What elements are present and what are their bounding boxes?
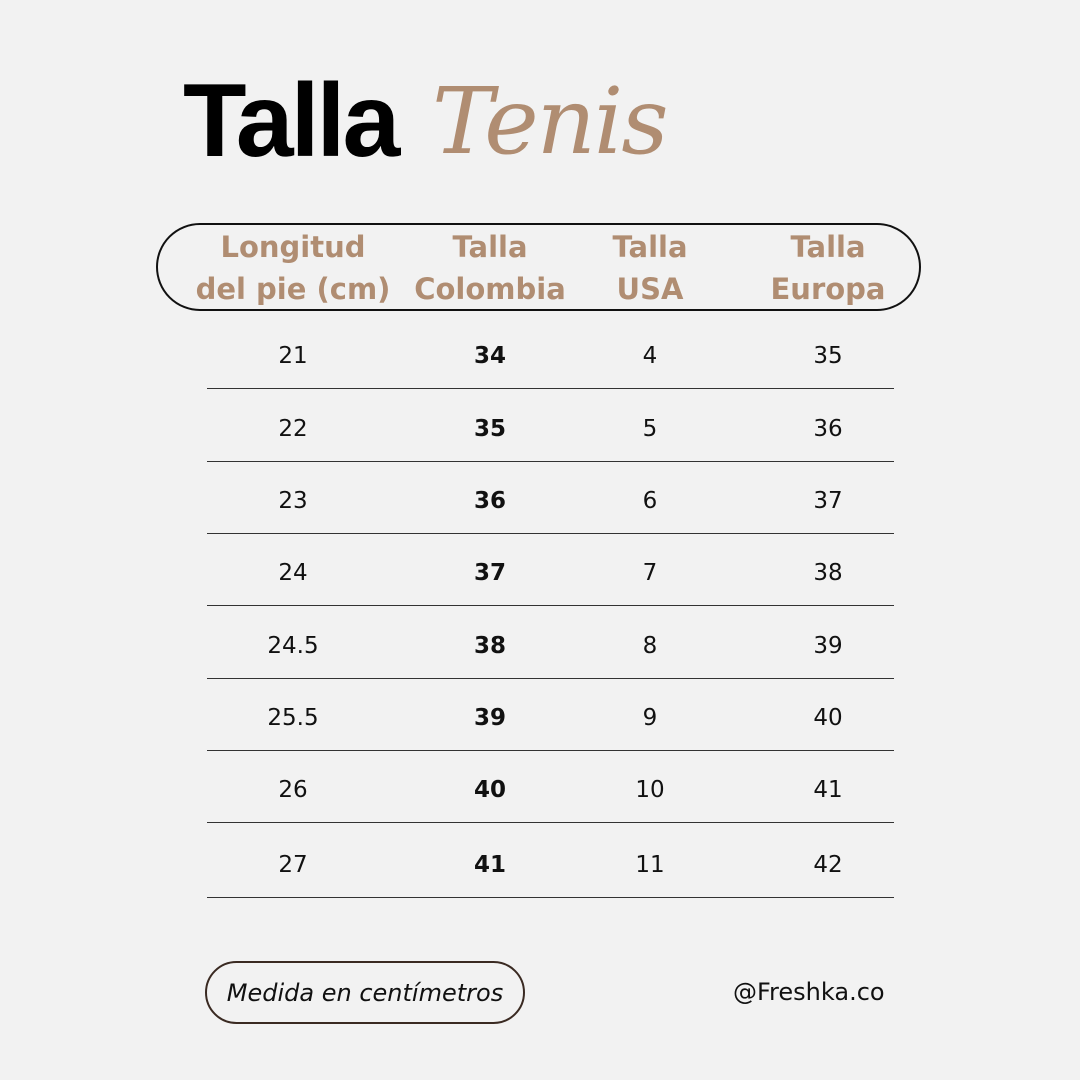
- table-header-pill: [156, 223, 921, 311]
- title-bold: Talla: [183, 63, 400, 179]
- table-cell: 24.5: [267, 633, 319, 659]
- title-script: Tenis: [432, 68, 669, 175]
- table-cell: 35: [473, 416, 507, 442]
- table-cell: 9: [642, 705, 658, 731]
- table-cell: 35: [813, 343, 843, 369]
- table-cell: 24: [278, 560, 308, 586]
- units-note: Medida en centímetros: [205, 961, 525, 1024]
- table-cell: 38: [813, 560, 843, 586]
- table-row: 25.5 39 9 40: [207, 678, 894, 751]
- column-header: Longitud del pie (cm): [195, 230, 391, 306]
- table-cell: 7: [642, 560, 658, 586]
- table-cell: 39: [473, 705, 507, 731]
- table-cell: 11: [635, 852, 665, 878]
- table-cell: 36: [473, 488, 507, 514]
- table-cell: 8: [642, 633, 658, 659]
- table-cell: 5: [642, 416, 658, 442]
- table-row: 24 37 7 38: [207, 533, 894, 606]
- table-cell: 23: [278, 488, 308, 514]
- table-cell: 38: [473, 633, 507, 659]
- table-cell: 41: [813, 777, 843, 803]
- table-cell: 40: [473, 777, 507, 803]
- table-cell: 4: [642, 343, 658, 369]
- table-cell: 39: [813, 633, 843, 659]
- table-cell: 6: [642, 488, 658, 514]
- table-row: 21 34 4 35: [207, 316, 894, 389]
- table-row: 23 36 6 37: [207, 461, 894, 534]
- table-cell: 34: [473, 343, 507, 369]
- table-cell: 37: [813, 488, 843, 514]
- table-cell: 25.5: [267, 705, 319, 731]
- column-header: Talla Europa: [770, 230, 886, 306]
- table-cell: 27: [278, 852, 308, 878]
- table-cell: 37: [473, 560, 507, 586]
- table-cell: 21: [278, 343, 308, 369]
- table-row: 27 41 11 42: [207, 825, 894, 898]
- table-cell: 10: [635, 777, 665, 803]
- table-row: 24.5 38 8 39: [207, 606, 894, 679]
- table-row: 26 40 10 41: [207, 750, 894, 823]
- table-cell: 40: [813, 705, 843, 731]
- table-cell: 26: [278, 777, 308, 803]
- column-header: Talla Colombia: [414, 230, 566, 306]
- table-cell: 42: [813, 852, 843, 878]
- social-handle: @Freshka.co: [733, 978, 885, 1006]
- table-cell: 36: [813, 416, 843, 442]
- table-row: 22 35 5 36: [207, 389, 894, 462]
- column-header: Talla USA: [612, 230, 688, 306]
- table-cell: 41: [473, 852, 507, 878]
- table-cell: 22: [278, 416, 308, 442]
